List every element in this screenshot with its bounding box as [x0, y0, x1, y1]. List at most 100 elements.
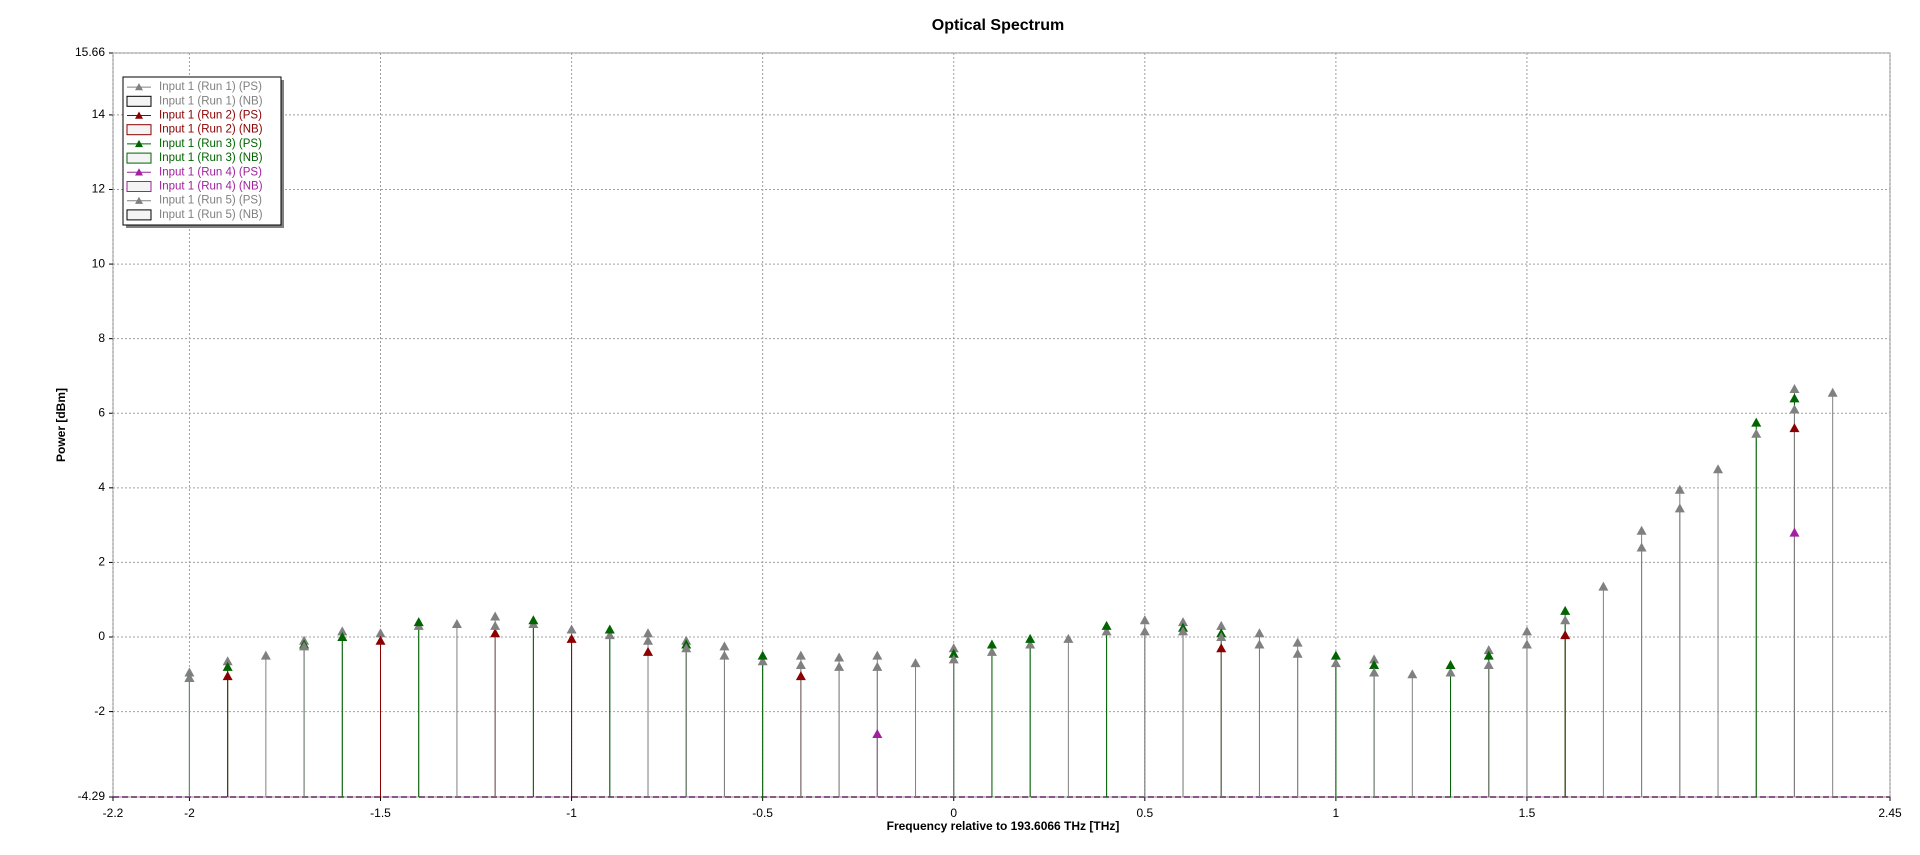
marker	[795, 650, 806, 660]
y-tick-label: 8	[98, 331, 105, 345]
y-tick-label: -2	[94, 704, 105, 718]
marker	[260, 650, 271, 660]
x-tick-label: -0.5	[752, 806, 773, 820]
marker	[337, 626, 348, 636]
marker	[986, 639, 997, 649]
marker	[681, 643, 692, 653]
marker	[1598, 581, 1609, 591]
marker	[1369, 659, 1380, 669]
marker	[1751, 417, 1762, 427]
y-tick-label: 4	[98, 480, 105, 494]
marker	[872, 661, 883, 671]
marker	[566, 624, 577, 634]
marker	[490, 611, 501, 621]
marker	[1139, 626, 1150, 636]
x-tick-label: -1	[566, 806, 577, 820]
legend-marker	[135, 168, 143, 176]
y-tick-label: -4.29	[78, 789, 106, 803]
marker	[948, 654, 959, 664]
legend-label: Input 1 (Run 3) (NB)	[159, 152, 263, 164]
legend-swatch	[126, 95, 152, 107]
legend-label: Input 1 (Run 5) (NB)	[159, 209, 263, 221]
marker	[1713, 464, 1724, 474]
marker	[222, 661, 233, 671]
marker	[1674, 484, 1685, 494]
legend-swatch	[126, 124, 152, 136]
marker	[1369, 667, 1380, 677]
marker	[1560, 605, 1571, 615]
legend-marker	[135, 196, 143, 204]
legend-marker	[135, 83, 143, 91]
legend-label: Input 1 (Run 3) (PS)	[159, 138, 262, 150]
marker	[1178, 626, 1189, 636]
x-tick-label: -2	[184, 806, 195, 820]
marker	[1445, 659, 1456, 669]
marker	[604, 624, 615, 634]
marker	[184, 673, 195, 683]
marker	[910, 658, 921, 668]
marker	[1178, 617, 1189, 627]
legend-swatch	[126, 152, 152, 164]
marker	[1636, 542, 1647, 552]
x-tick-label: 1.5	[1519, 806, 1536, 820]
marker	[1751, 428, 1762, 438]
marker	[528, 615, 539, 625]
marker	[490, 628, 501, 638]
marker	[451, 618, 462, 628]
marker	[1483, 650, 1494, 660]
legend-label: Input 1 (Run 2) (NB)	[159, 124, 263, 136]
marker	[1827, 387, 1838, 397]
marker	[1025, 633, 1036, 643]
marker	[757, 656, 768, 666]
marker	[184, 667, 195, 677]
marker	[1139, 615, 1150, 625]
marker	[490, 620, 501, 630]
marker	[1101, 620, 1112, 630]
marker	[222, 671, 233, 681]
marker	[1025, 639, 1036, 649]
marker	[1254, 639, 1265, 649]
y-tick-label: 14	[92, 107, 106, 121]
legend-label: Input 1 (Run 4) (PS)	[159, 166, 262, 178]
marker	[1445, 667, 1456, 677]
marker	[719, 650, 730, 660]
chart-title: Optical Spectrum	[932, 17, 1064, 34]
marker	[1330, 658, 1341, 668]
marker	[1254, 628, 1265, 638]
legend-label: Input 1 (Run 4) (NB)	[159, 181, 263, 193]
marker	[1789, 404, 1800, 414]
legend: Input 1 (Run 1) (PS) Input 1 (Run 1) (NB)…	[122, 76, 284, 228]
plot-area	[112, 52, 1891, 798]
marker	[1636, 525, 1647, 535]
x-tick-label: -1.5	[370, 806, 391, 820]
x-tick-label: 1	[1333, 806, 1340, 820]
legend-swatch	[126, 181, 152, 192]
marker	[337, 632, 348, 642]
marker	[413, 617, 424, 627]
legend-label: Input 1 (Run 2) (PS)	[159, 110, 262, 122]
marker	[1292, 648, 1303, 658]
y-tick-label: 10	[92, 256, 106, 270]
legend-label: Input 1 (Run 1) (PS)	[159, 81, 262, 93]
marker	[1407, 669, 1418, 679]
x-tick-label: 2.45	[1878, 806, 1902, 820]
y-tick-label: 0	[98, 629, 105, 643]
marker	[1789, 423, 1800, 433]
marker	[795, 671, 806, 681]
marker	[1521, 639, 1532, 649]
marker	[1483, 659, 1494, 669]
marker	[1789, 527, 1800, 537]
marker	[643, 646, 654, 656]
marker	[834, 661, 845, 671]
marker	[1521, 626, 1532, 636]
x-tick-label: 0.5	[1136, 806, 1153, 820]
legend-label: Input 1 (Run 5) (PS)	[159, 195, 262, 207]
y-tick-label: 2	[98, 555, 105, 569]
y-tick-label: 6	[98, 405, 105, 419]
x-axis-label: Frequency relative to 193.6066 THz [THz]	[887, 819, 1120, 833]
marker	[834, 652, 845, 662]
marker	[1292, 637, 1303, 647]
y-tick-label: 12	[92, 182, 106, 196]
legend-marker	[135, 139, 143, 148]
